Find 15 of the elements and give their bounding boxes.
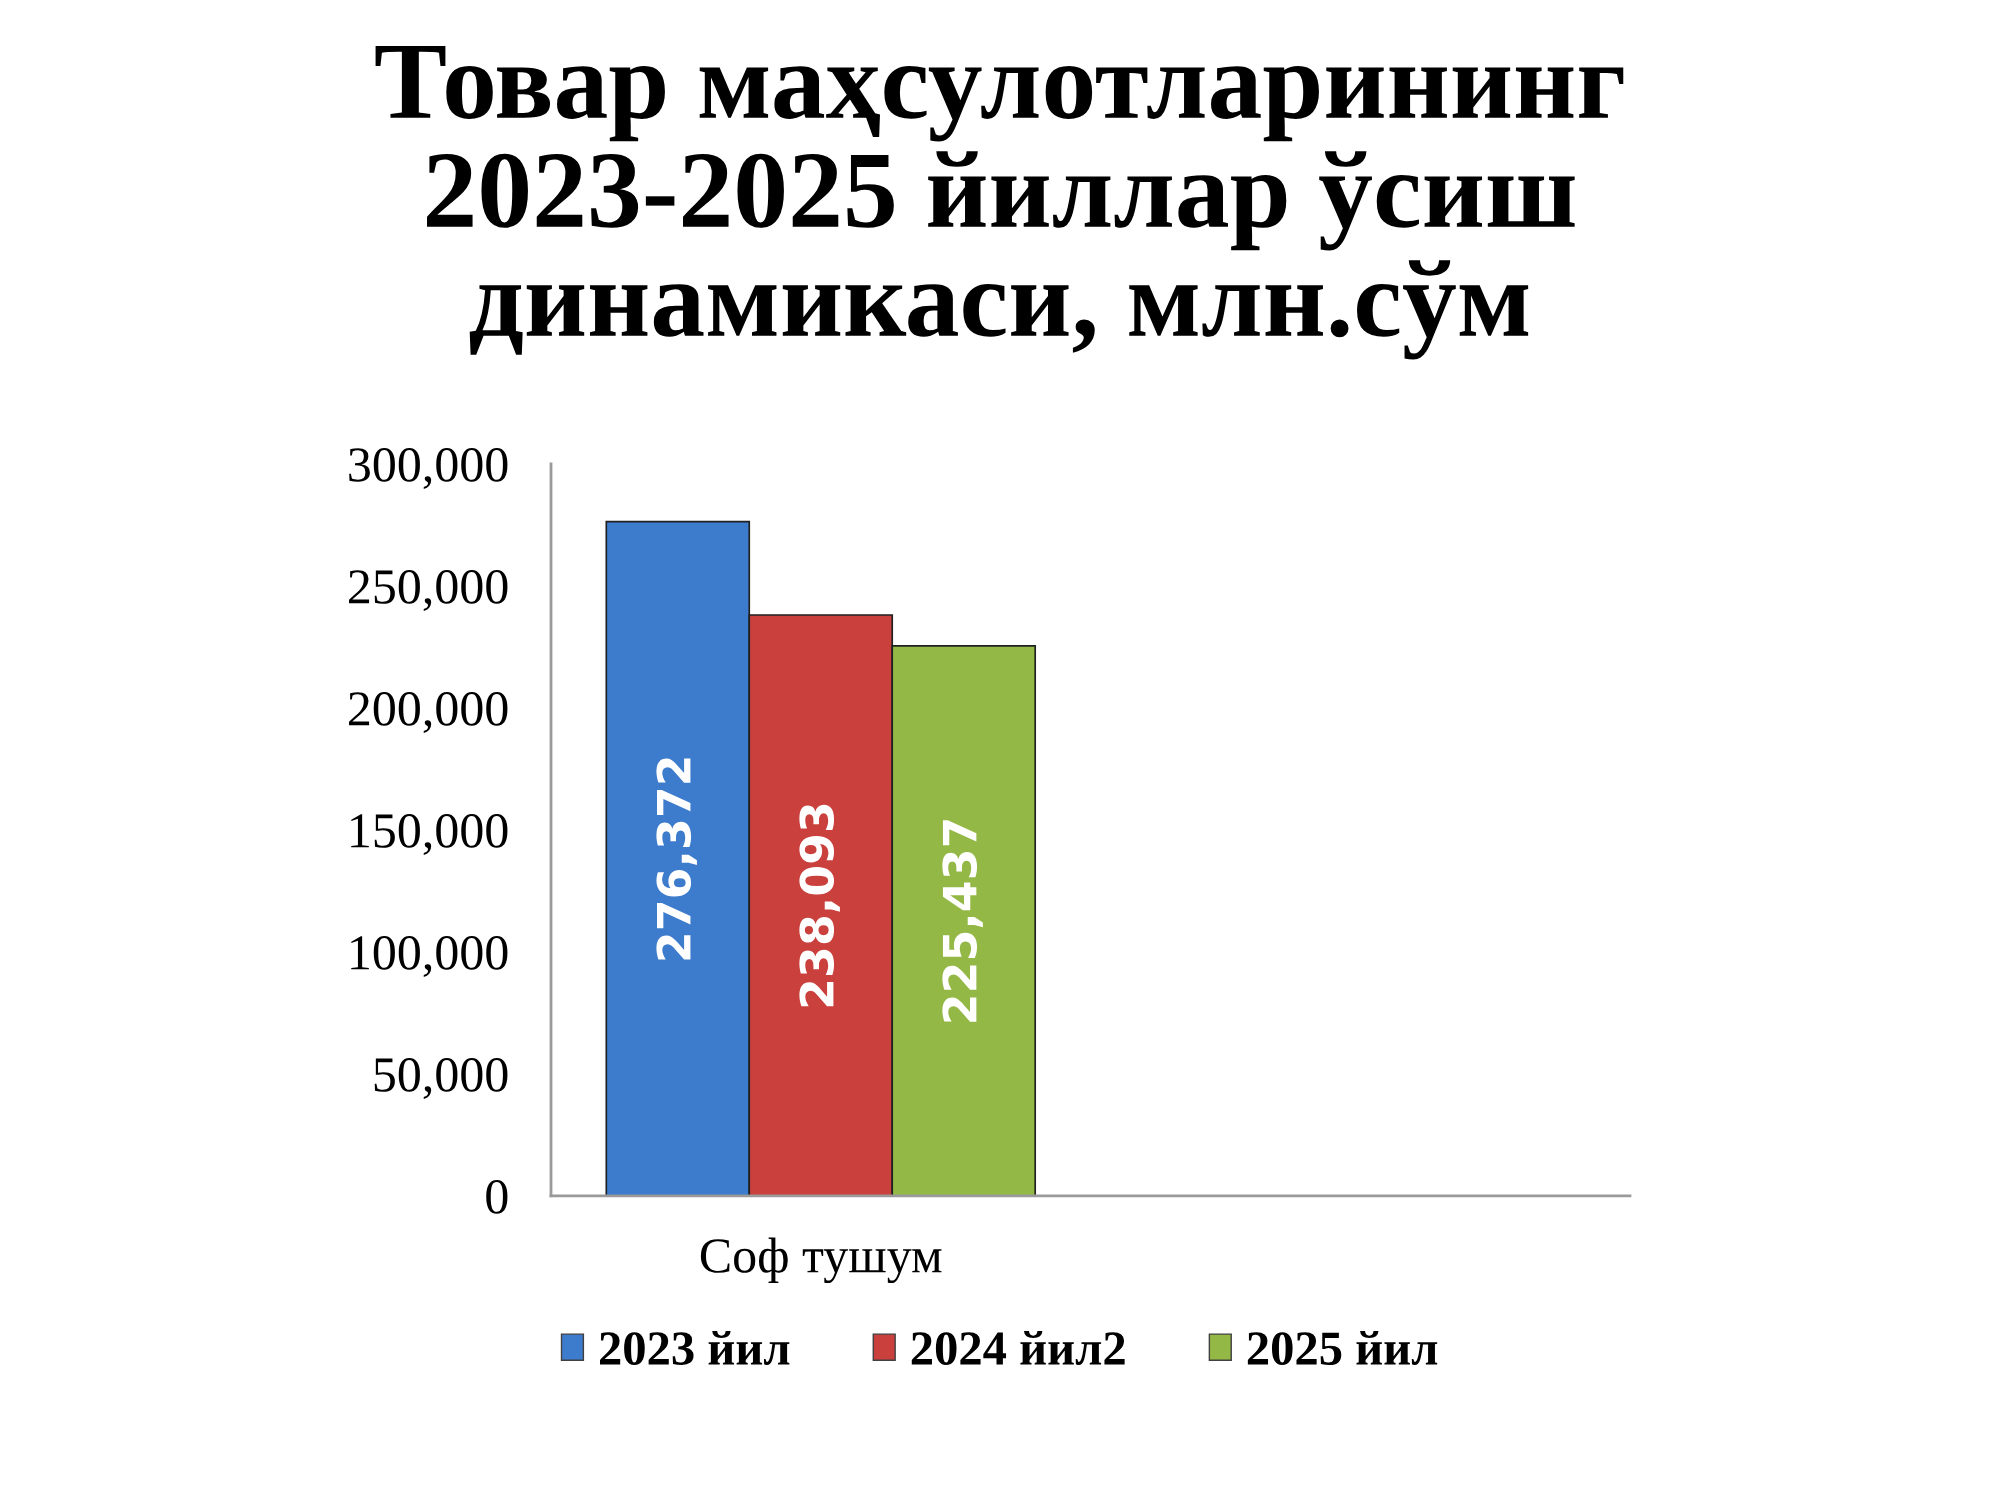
legend-label: 2023 йил	[600, 1331, 790, 1365]
y-tick-label: 300,000	[349, 448, 508, 489]
data-label: 225,437	[942, 820, 983, 1022]
data-label: 276,372	[656, 758, 697, 960]
y-tick-label: 150,000	[351, 814, 508, 855]
y-tick-label: 100,000	[351, 936, 508, 977]
y-tick-label: 250,000	[349, 570, 508, 611]
legend-label: 2024 йил2	[911, 1331, 1125, 1365]
y-tick-label: 50,000	[374, 1058, 508, 1099]
legend-label: 2025 йил	[1247, 1331, 1438, 1365]
data-label: 238,093	[799, 804, 840, 1007]
x-tick-label: Соф тушум	[700, 1237, 942, 1284]
y-tick-label: 0	[486, 1180, 508, 1214]
chart-title: Товар маҳсулотларининг 2023-2025 йиллар ўсиш динамикаси, млн.сўм	[375, 45, 1624, 360]
y-tick-label: 200,000	[349, 692, 508, 733]
